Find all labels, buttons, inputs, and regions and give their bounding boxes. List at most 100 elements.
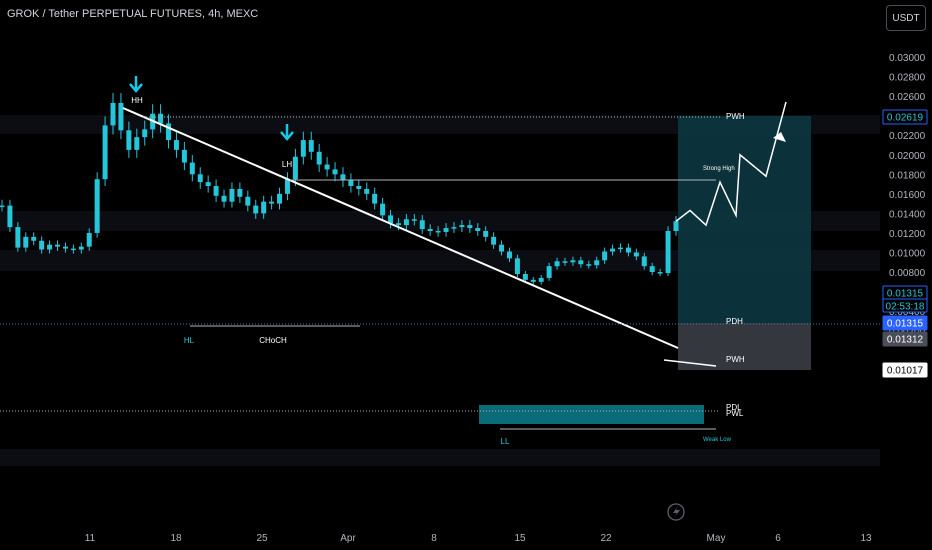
price-badge-label: 0.01312	[887, 335, 924, 346]
candle-body	[562, 261, 568, 263]
candle-body	[261, 201, 267, 214]
y-tick-label: 0.00800	[889, 268, 926, 279]
candle-body	[31, 236, 37, 241]
price-badge	[882, 362, 928, 378]
candle-body	[324, 164, 330, 170]
faint-band	[0, 250, 880, 271]
candle-body	[110, 102, 116, 126]
candle-body	[229, 188, 235, 202]
candle-body	[142, 129, 148, 138]
candle-body	[0, 205, 5, 208]
candle-body	[15, 227, 21, 248]
annotation-label: HH	[131, 96, 143, 105]
candle-body	[308, 140, 314, 152]
candle-body	[419, 220, 425, 230]
candle-body	[134, 137, 140, 150]
stop-zone	[678, 323, 811, 370]
down-arrow-icon	[129, 76, 143, 93]
candle-body	[499, 244, 505, 252]
grid	[0, 115, 880, 466]
x-tick-label: 22	[600, 533, 612, 544]
candle-body	[39, 240, 45, 250]
annotation-label: PDL	[726, 403, 742, 412]
annotation-label: LL	[501, 437, 510, 446]
price-badge-label: 0.02619	[887, 113, 924, 124]
candle-body	[300, 140, 306, 157]
annotation-label: PWL	[726, 409, 744, 418]
candle-body	[356, 186, 362, 189]
candle-body	[221, 195, 227, 202]
candle-body	[530, 279, 536, 282]
target-zone	[678, 116, 811, 323]
candle-body	[173, 140, 179, 150]
lightning-icon[interactable]	[667, 503, 685, 521]
y-tick-label: 0.01600	[889, 190, 926, 201]
candle-body	[181, 149, 187, 163]
projection-arrowhead	[773, 132, 786, 142]
candle-body	[102, 125, 108, 180]
candle-body	[403, 219, 409, 226]
x-tick-label: May	[707, 533, 726, 544]
candle-body	[213, 186, 219, 196]
x-tick-label: 8	[431, 533, 437, 544]
zones	[479, 116, 811, 424]
candle-body	[657, 272, 663, 274]
price-badge-label: 0.01315	[887, 319, 924, 330]
candle-body	[617, 247, 623, 250]
candle-body	[443, 228, 449, 232]
currency-unit-button[interactable]: USDT	[886, 5, 926, 31]
candle-body	[348, 180, 354, 187]
faint-band	[0, 449, 880, 466]
candle-body	[475, 228, 481, 231]
y-tick-label: 0.00400	[889, 307, 926, 318]
candle-body	[578, 260, 584, 265]
candle-body	[427, 229, 433, 231]
candle-body	[340, 174, 346, 181]
candle-body	[554, 261, 560, 267]
candle-body	[158, 113, 164, 124]
y-tick-label: 0.02000	[889, 151, 926, 162]
candle-body	[166, 123, 172, 141]
candle-body	[641, 256, 647, 267]
candle-body	[522, 274, 528, 280]
candle-body	[62, 246, 68, 249]
annotation-label: PWH	[726, 112, 745, 121]
candle-body	[570, 260, 576, 263]
candle-body	[665, 230, 671, 274]
annotation-label: PWH	[726, 355, 745, 364]
x-tick-label: 11	[85, 533, 96, 544]
candle-body	[205, 182, 211, 187]
candle-body	[625, 247, 631, 253]
x-tick-label: 6	[775, 533, 781, 544]
faint-band	[0, 115, 880, 134]
support-zone	[479, 405, 704, 424]
trend-line	[122, 107, 679, 349]
candle-body	[55, 244, 61, 247]
candle-body	[364, 188, 370, 194]
candle-body	[94, 179, 100, 233]
chart-title: GROK / Tether PERPETUAL FUTURES, 4h, MEX…	[7, 8, 259, 20]
candle-body	[467, 225, 473, 229]
y-tick-label: 0.02200	[889, 131, 926, 142]
y-tick-label: 0.03000	[889, 53, 926, 64]
candle-body	[594, 260, 600, 266]
price-badge	[882, 298, 928, 313]
x-tick-label: Apr	[340, 533, 356, 544]
candle-body	[7, 205, 13, 228]
candle-body	[459, 225, 465, 228]
candle-body	[332, 169, 338, 175]
price-badge	[882, 331, 928, 347]
candle-body	[189, 162, 195, 175]
candle-body	[269, 201, 275, 204]
candle-body	[118, 102, 124, 131]
x-tick-label: 25	[256, 533, 268, 544]
candle-body	[514, 258, 520, 275]
down-arrow-icon	[280, 124, 294, 141]
price-badge-label: 0.01315	[887, 289, 924, 300]
pwh-line	[663, 359, 717, 367]
candle-body	[673, 221, 679, 231]
y-tick-label: 0.01800	[889, 170, 926, 181]
candle-body	[292, 156, 298, 180]
